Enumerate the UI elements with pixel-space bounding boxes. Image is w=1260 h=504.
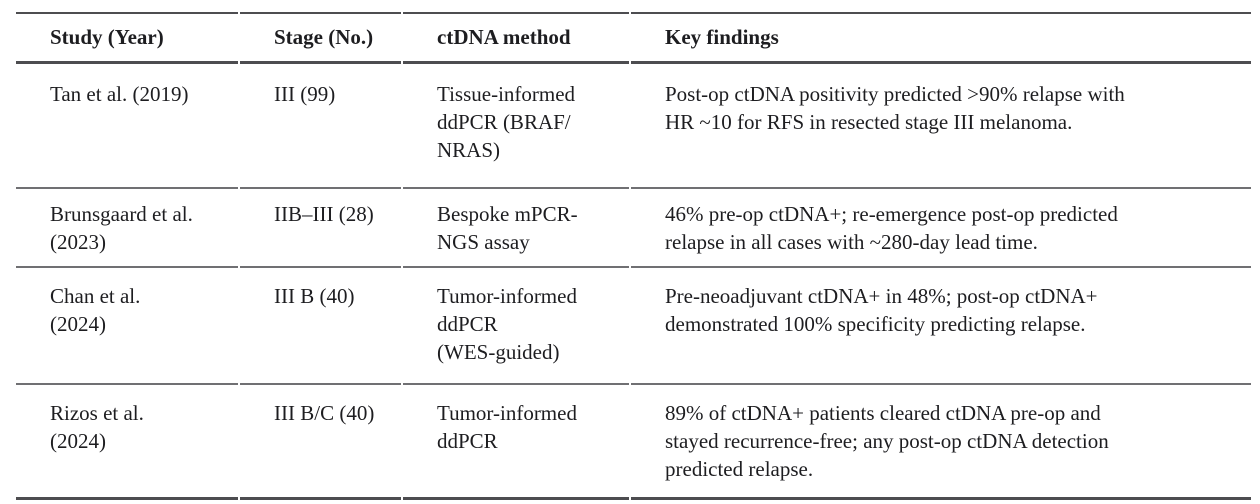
header-cell-key-findings: Key findings [631,12,1251,64]
cell-study: Chan et al. (2024) [16,268,238,385]
cell-findings: 46% pre-op ctDNA+; re-emergence post-op … [631,189,1251,268]
cell-stage: III B/C (40) [240,385,401,500]
header-cell-stage-no: Stage (No.) [240,12,401,64]
cell-stage: III B (40) [240,268,401,385]
cell-stage: III (99) [240,64,401,189]
table-header-row: Study (Year) Stage (No.) ctDNA method Ke… [16,12,1251,64]
cell-method: Tumor-informed ddPCR [403,385,629,500]
table-row: Chan et al. (2024) III B (40) Tumor-info… [16,268,1251,385]
cell-study: Tan et al. (2019) [16,64,238,189]
studies-table: Study (Year) Stage (No.) ctDNA method Ke… [14,12,1253,500]
cell-method: Tumor-informed ddPCR (WES-guided) [403,268,629,385]
cell-findings: Post-op ctDNA positivity predicted >90% … [631,64,1251,189]
cell-findings: 89% of ctDNA+ patients cleared ctDNA pre… [631,385,1251,500]
table-row: Tan et al. (2019) III (99) Tissue-inform… [16,64,1251,189]
cell-study: Brunsgaard et al. (2023) [16,189,238,268]
header-cell-study-year: Study (Year) [16,12,238,64]
cell-study: Rizos et al. (2024) [16,385,238,500]
table-row: Brunsgaard et al. (2023) IIB–III (28) Be… [16,189,1251,268]
cell-findings: Pre-neoadjuvant ctDNA+ in 48%; post-op c… [631,268,1251,385]
header-cell-ctdna-method: ctDNA method [403,12,629,64]
cell-stage: IIB–III (28) [240,189,401,268]
cell-method: Tissue-informed ddPCR (BRAF/ NRAS) [403,64,629,189]
table-row: Rizos et al. (2024) III B/C (40) Tumor-i… [16,385,1251,500]
cell-method: Bespoke mPCR- NGS assay [403,189,629,268]
